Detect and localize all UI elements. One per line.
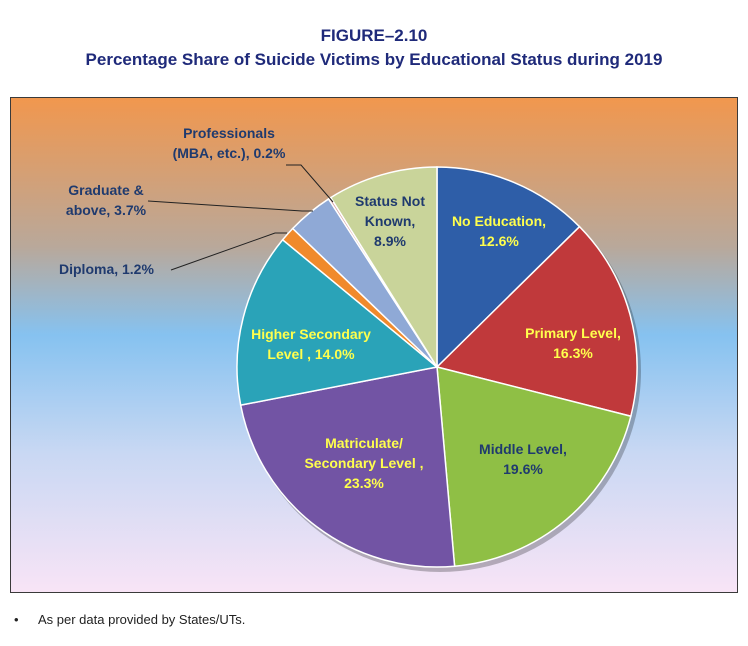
slice-label-status-not-known: Status Not Known, 8.9% [355, 193, 425, 249]
pie-slice-no-education [436, 166, 581, 369]
bullet-icon: • [14, 612, 19, 627]
slice-label-professionals-mba-etc: Professionals (MBA, etc.), 0.2% [173, 125, 286, 161]
footnote-text: As per data provided by States/UTs. [38, 612, 246, 627]
slice-label-no-education: No Education, 12.6% [452, 213, 546, 249]
pie-slice-status-not-known [329, 166, 438, 370]
footnote: • As per data provided by States/UTs. [14, 612, 245, 627]
pie-slice-primary-level [435, 225, 638, 418]
chart-title: Percentage Share of Suicide Victims by E… [85, 50, 663, 69]
figure-label: FIGURE–2.10 [320, 26, 428, 45]
pie-slice-matriculate-secondary-level [239, 366, 456, 568]
pie-slice-higher-secondary-level [236, 238, 439, 407]
slice-label-diploma: Diploma, 1.2% [59, 261, 154, 277]
leader-line [147, 200, 313, 212]
slice-label-primary-level: Primary Level, 16.3% [525, 325, 621, 361]
slice-label-graduate-above: Graduate & above, 3.7% [66, 182, 147, 218]
leader-line [170, 232, 287, 271]
slice-label-middle-level: Middle Level, 19.6% [479, 441, 567, 477]
slice-label-higher-secondary-level: Higher Secondary Level , 14.0% [251, 326, 371, 362]
pie-slice-middle-level [436, 366, 632, 568]
pie-chart: No Education, 12.6% Primary Level, 16.3% Mid… [59, 125, 641, 572]
chart-area: No Education, 12.6% Primary Level, 16.3% Mid… [10, 97, 738, 593]
slice-label-matriculate-secondary-level: Matriculate/Secondary Level , 23.3% [304, 435, 423, 491]
leader-line [286, 164, 334, 203]
